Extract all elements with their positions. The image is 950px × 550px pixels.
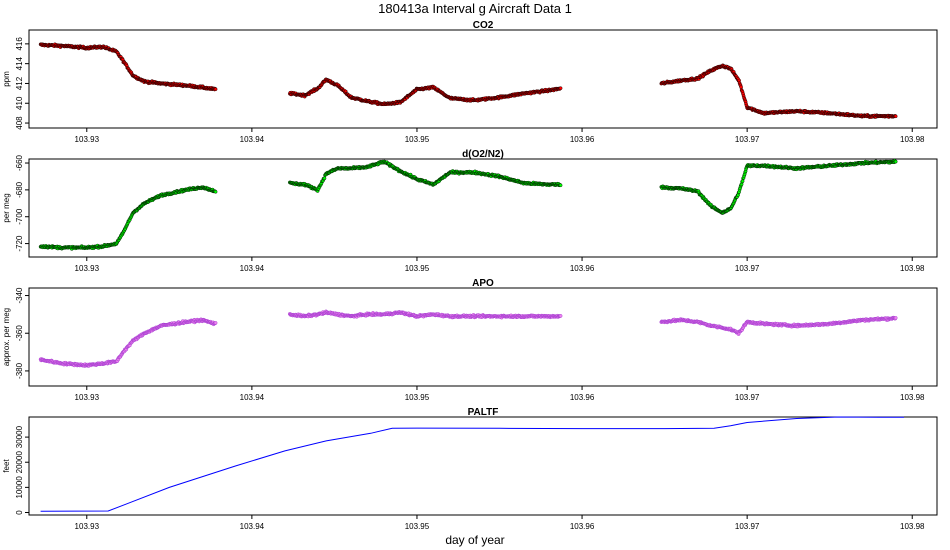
x-tick-label: 103.96 [570,264,595,273]
panel-4: PALTF 103.93 103.94 103.95 103.96 103.97 103.9… [2,407,938,531]
series-segment-2 [287,159,563,193]
data-point [213,321,218,325]
y-tick-label: 0 [15,510,24,515]
data-point [893,159,898,164]
data-point [213,87,218,91]
x-tick-label: 103.98 [900,135,925,144]
x-tick-label: 103.94 [240,264,265,273]
y-tick-label: 412 [15,76,24,90]
x-tick-label: 103.95 [405,522,430,531]
data-point [558,314,563,318]
panel-title: CO2 [473,20,494,31]
data-point [322,176,327,181]
series-segment-1 [38,42,218,92]
x-tick-label: 103.97 [735,393,760,402]
y-tick-label: 416 [15,37,24,51]
x-tick-label: 103.94 [240,135,265,144]
y-tick-label: -380 [15,362,24,379]
x-tick-label: 103.93 [75,264,100,273]
y-tick-label: -360 [15,325,24,342]
series-segment-1 [38,317,218,368]
y-tick-label: 10000 [15,476,24,499]
y-tick-label: -340 [15,287,24,304]
x-tick-label: 103.97 [735,264,760,273]
series-segment-3 [659,158,898,215]
y-axis-label: per meg [2,193,11,222]
x-tick-label: 103.97 [735,522,760,531]
data-point [558,183,563,188]
x-tick-label: 103.94 [240,393,265,402]
y-tick-label: 408 [15,116,24,130]
altitude-line [40,416,904,512]
data-point [739,85,743,89]
x-tick-label: 103.98 [900,522,925,531]
y-tick-label: 414 [15,56,24,70]
x-tick-label: 103.96 [570,393,595,402]
panel-1: CO2 103.93 103.94 103.95 103.96 103.97 103.98 4… [2,20,938,144]
x-tick-label: 103.95 [405,135,430,144]
y-axis-label: feet [2,459,11,473]
data-point [893,114,898,119]
series-segment-2 [287,309,563,320]
panel-title: PALTF [468,407,499,418]
x-tick-label: 103.93 [75,393,100,402]
chart-panels: CO2 103.93 103.94 103.95 103.96 103.97 103.98 4… [2,20,938,531]
y-tick-label: 410 [15,96,24,110]
x-tick-label: 103.93 [75,522,100,531]
series-segment-3 [659,315,898,336]
plot-frame [28,29,938,129]
x-tick-label: 103.93 [75,135,100,144]
x-tick-label: 103.94 [240,522,265,531]
panel-title: d(O2/N2) [462,149,504,160]
data-point [213,189,218,194]
x-axis-label: day of year [445,533,504,547]
panel-3: APO 103.93 103.94 103.95 103.96 103.97 103.98 -… [2,278,938,402]
y-tick-label: -680 [15,181,24,198]
y-tick-label: -700 [15,208,24,225]
data-point [893,316,898,320]
data-point [558,86,563,90]
panel-2: d(O2/N2) 103.93 103.94 103.95 103.96 103.97 10… [2,149,938,273]
x-tick-label: 103.95 [405,393,430,402]
panel-title: APO [472,278,494,289]
y-tick-label: -720 [15,235,24,252]
plot-frame [28,416,938,516]
x-tick-label: 103.96 [570,135,595,144]
series-segment-2 [287,77,563,107]
y-axis-label: ppm [2,71,11,87]
x-tick-label: 103.97 [735,135,760,144]
series-segment-1 [38,185,218,251]
plot-frame [28,287,938,387]
x-tick-label: 103.98 [900,264,925,273]
y-axis-label: approx. per meg [2,308,11,366]
x-tick-label: 103.95 [405,264,430,273]
y-tick-label: 20000 [15,451,24,474]
figure-title: 180413a Interval g Aircraft Data 1 [378,1,572,16]
y-tick-label: -660 [15,154,24,171]
y-tick-label: 30000 [15,425,24,448]
x-tick-label: 103.98 [900,393,925,402]
x-tick-label: 103.96 [570,522,595,531]
series-segment-3 [659,63,898,119]
plot-frame [28,158,938,258]
